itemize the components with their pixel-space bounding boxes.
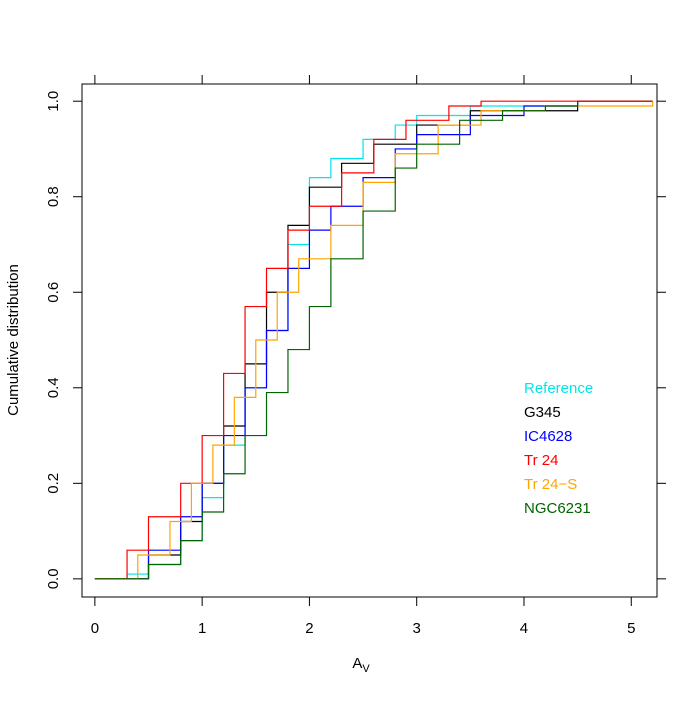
y-tick-label: 1.0: [45, 91, 62, 112]
x-axis-label: AV: [352, 655, 370, 675]
x-tick-label: 3: [413, 620, 421, 637]
legend-entry: Tr 24: [524, 452, 558, 469]
x-tick-label: 2: [305, 620, 313, 637]
legend-entry: Tr 24−S: [524, 476, 577, 493]
cdf-line: [94, 101, 654, 580]
x-label-main: A: [352, 655, 362, 672]
lines: [94, 100, 654, 580]
y-tick-label: 0.0: [45, 568, 62, 589]
y-tick-label: 0.8: [45, 186, 62, 207]
x-tick-label: 1: [198, 620, 206, 637]
legend-entry: Reference: [524, 380, 593, 397]
legend-entry: IC4628: [524, 428, 572, 445]
y-tick-label: 0.2: [45, 473, 62, 494]
x-label-sub: V: [362, 663, 370, 675]
cdf-line: [94, 100, 653, 580]
plot-frame: [81, 83, 658, 598]
cdf-line: [94, 101, 579, 580]
x-tick-label: 0: [91, 620, 99, 637]
y-axis-label: Cumulative distribution: [5, 264, 22, 416]
x-tick-label: 4: [520, 620, 528, 637]
legend-entry: NGC6231: [524, 500, 591, 517]
cdf-line: [94, 101, 579, 580]
y-tick-label: 0.4: [45, 377, 62, 398]
x-tick-label: 5: [627, 620, 635, 637]
y-tick-label: 0.6: [45, 282, 62, 303]
legend-entry: G345: [524, 404, 561, 421]
